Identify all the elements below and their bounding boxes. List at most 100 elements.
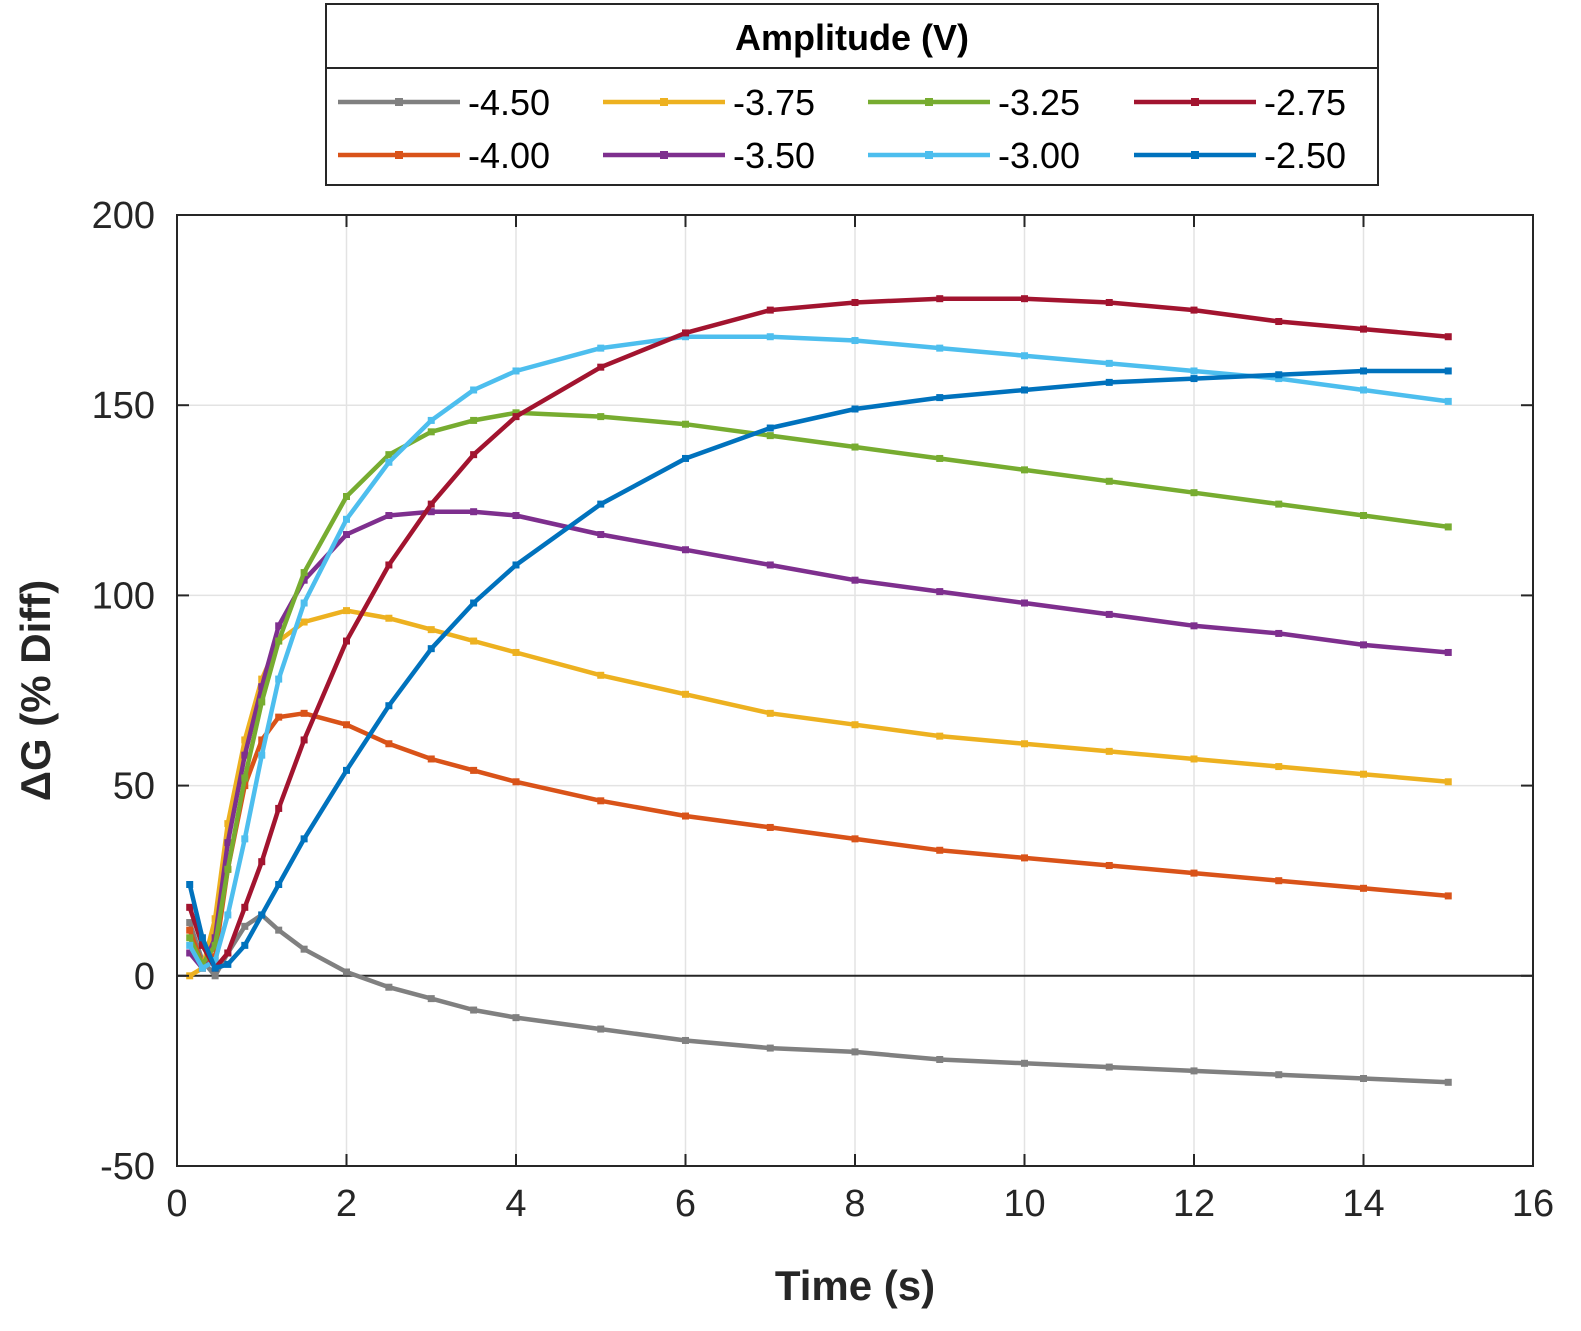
data-point (211, 972, 219, 980)
data-point (851, 405, 859, 413)
data-point (1190, 375, 1198, 383)
data-point (1275, 629, 1283, 637)
data-point (597, 413, 605, 421)
x-tick-label: 12 (1173, 1183, 1215, 1225)
data-point (682, 329, 689, 337)
data-point (766, 333, 774, 341)
data-point (343, 492, 350, 500)
data-point (1444, 892, 1452, 900)
data-point (512, 778, 520, 786)
series--3.00 (186, 333, 1452, 972)
data-point (385, 614, 393, 622)
data-point (1105, 861, 1113, 869)
data-point (512, 367, 520, 375)
data-point (682, 812, 689, 820)
data-point (512, 648, 520, 656)
legend-marker (395, 151, 403, 159)
data-point (258, 911, 266, 919)
data-point (851, 1048, 859, 1056)
data-point (1360, 1075, 1367, 1083)
legend-marker (925, 98, 933, 106)
data-point (427, 626, 435, 634)
data-point (343, 637, 350, 645)
data-point (512, 413, 520, 421)
x-axis-label: Time (s) (775, 1262, 935, 1309)
data-point (1190, 489, 1198, 497)
data-point (470, 386, 478, 394)
x-tick-label: 16 (1512, 1183, 1554, 1225)
series--3.25 (186, 409, 1452, 968)
data-point (241, 922, 249, 930)
data-point (1275, 500, 1283, 508)
legend-item--3.25: -3.25 (868, 82, 1080, 123)
legend-item--3.00: -3.00 (868, 135, 1080, 176)
data-point (1360, 325, 1367, 333)
data-point (936, 394, 944, 402)
legend-marker (660, 98, 668, 106)
series-line (187, 334, 1449, 971)
x-tick-label: 8 (844, 1183, 865, 1225)
data-point (186, 881, 194, 889)
data-point (766, 1044, 774, 1052)
data-point (936, 846, 944, 854)
data-point (224, 865, 232, 873)
x-axis-ticks: 0 2 4 6 8 10 12 14 16 (166, 215, 1554, 1225)
data-point (1105, 298, 1113, 306)
data-point (258, 858, 266, 866)
data-point (936, 454, 944, 462)
data-point (766, 424, 774, 432)
y-tick-label: 150 (92, 385, 155, 427)
data-point (851, 298, 859, 306)
data-point (427, 428, 435, 436)
data-point (682, 546, 689, 554)
data-point (1360, 386, 1367, 394)
data-point (241, 941, 249, 949)
data-point (470, 416, 478, 424)
data-point (258, 683, 266, 691)
x-tick-label: 0 (166, 1183, 187, 1225)
data-point (1105, 378, 1113, 386)
data-point (300, 599, 308, 607)
data-point (1190, 367, 1198, 375)
data-point (597, 344, 605, 352)
data-point (936, 344, 944, 352)
x-tick-label: 4 (505, 1183, 526, 1225)
data-point (198, 941, 206, 949)
x-tick-label: 2 (336, 1183, 357, 1225)
data-point (1444, 397, 1452, 405)
data-point (275, 622, 283, 630)
data-point (597, 500, 605, 508)
data-point (1360, 884, 1367, 892)
data-point (766, 709, 774, 717)
data-point (597, 797, 605, 805)
x-tick-label: 6 (675, 1183, 696, 1225)
data-point (275, 675, 283, 683)
data-point (512, 409, 520, 417)
data-point (241, 903, 249, 911)
data-point (427, 755, 435, 763)
data-point (512, 561, 520, 569)
data-point (211, 957, 219, 965)
data-point (766, 561, 774, 569)
data-point (385, 702, 393, 710)
data-point (1105, 610, 1113, 618)
y-axis-ticks: -50 0 50 100 150 200 (92, 195, 1533, 1188)
data-point (186, 903, 194, 911)
data-point (241, 736, 249, 744)
legend-marker (395, 98, 403, 106)
data-point (427, 508, 435, 516)
legend-label: -3.50 (733, 135, 815, 176)
data-point (186, 941, 194, 949)
data-point (275, 804, 283, 812)
data-point (766, 823, 774, 831)
data-point (427, 416, 435, 424)
legend-label: -2.50 (1264, 135, 1346, 176)
legend-label: -3.75 (733, 82, 815, 123)
legend-item--3.50: -3.50 (603, 135, 815, 176)
data-point (682, 690, 689, 698)
data-point (427, 995, 435, 1003)
data-point (427, 645, 435, 653)
data-point (1444, 367, 1452, 375)
legend-label: -4.50 (468, 82, 550, 123)
data-point (241, 751, 249, 759)
